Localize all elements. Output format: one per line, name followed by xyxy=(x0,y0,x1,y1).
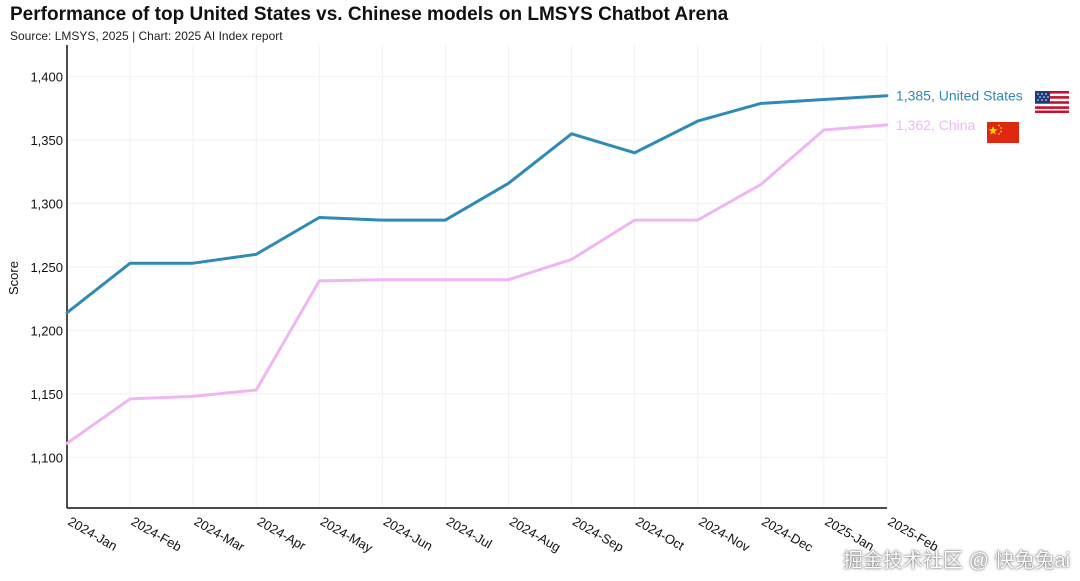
x-ticks: 2024-Jan 2024-Feb 2024-Mar 2024-Apr 2024-May… xyxy=(66,514,942,556)
y-tick-label: 1,400 xyxy=(30,70,63,85)
watermark-text: 掘金技术社区 @ 快兔兔ai xyxy=(843,550,1070,572)
x-tick-label: 2024-Aug xyxy=(507,514,563,555)
axes xyxy=(66,45,887,509)
y-tick-label: 1,150 xyxy=(30,387,63,402)
china-series-line xyxy=(65,123,889,445)
y-tick-label: 1,100 xyxy=(30,450,63,465)
chart-subtitle: Source: LMSYS, 2025 | Chart: 2025 AI Ind… xyxy=(10,29,283,43)
x-tick-label: 2024-Nov xyxy=(696,514,753,555)
x-tick-label: 2024-Sep xyxy=(570,514,626,555)
y-tick-label: 1,350 xyxy=(30,133,63,148)
us-series-line xyxy=(65,94,889,315)
x-tick-label: 2024-May xyxy=(318,514,376,556)
x-tick-label: 2024-Jul xyxy=(444,514,495,552)
x-tick-label: 2024-Oct xyxy=(633,514,687,554)
x-tick-label: 2024-Dec xyxy=(759,514,816,555)
us-flag-icon xyxy=(1035,91,1069,113)
y-axis-title: Score xyxy=(6,261,21,295)
grid xyxy=(66,45,888,508)
y-ticks: 1,100 1,150 1,200 1,250 1,300 1,350 1,400 xyxy=(30,70,63,466)
x-tick-label: 2024-Feb xyxy=(129,514,185,555)
x-tick-label: 2024-Mar xyxy=(192,514,248,555)
series xyxy=(65,94,889,445)
x-tick-label: 2024-Jan xyxy=(66,514,120,554)
china-flag-icon xyxy=(987,122,1019,143)
x-tick-label: 2024-Apr xyxy=(255,514,309,554)
china-end-label: 1,362, China xyxy=(896,117,976,133)
chart-title: Performance of top United States vs. Chi… xyxy=(10,4,729,25)
x-tick-label: 2024-Jun xyxy=(381,514,435,554)
us-end-label: 1,385, United States xyxy=(896,88,1023,104)
y-tick-label: 1,300 xyxy=(30,197,63,212)
y-tick-label: 1,250 xyxy=(30,260,63,275)
y-tick-label: 1,200 xyxy=(30,323,63,338)
